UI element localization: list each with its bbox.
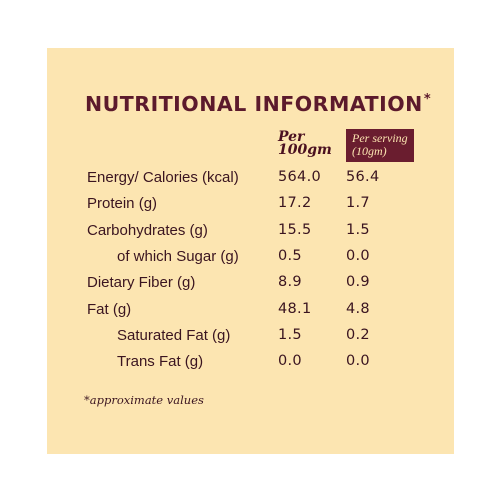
value-per-100gm: 15.5 — [278, 222, 312, 238]
value-per-100gm: 1.5 — [278, 327, 302, 343]
nutrient-label: Fat (g) — [87, 301, 132, 318]
value-per-100gm: 0.0 — [278, 353, 302, 369]
value-per-serving: 56.4 — [346, 169, 380, 185]
value-per-serving: 4.8 — [346, 301, 370, 317]
footnote: *approximate values — [84, 393, 204, 407]
value-per-100gm: 17.2 — [278, 195, 312, 211]
nutrient-label: Saturated Fat (g) — [117, 327, 231, 344]
value-per-100gm: 48.1 — [278, 301, 312, 317]
column-header-per-100gm: Per 100gm — [278, 129, 332, 158]
nutrient-label: Energy/ Calories (kcal) — [87, 169, 239, 186]
title-asterisk: * — [423, 92, 432, 107]
value-per-100gm: 0.5 — [278, 248, 302, 264]
column-header-per-serving: Per serving (10gm) — [346, 129, 414, 162]
nutrient-label: Protein (g) — [87, 195, 158, 212]
value-per-serving: 0.0 — [346, 248, 370, 264]
value-per-serving: 1.5 — [346, 222, 370, 238]
value-per-100gm: 564.0 — [278, 169, 322, 185]
nutrition-panel: NUTRITIONAL INFORMATION* Per 100gm Per s… — [47, 48, 454, 454]
value-per-serving: 0.9 — [346, 274, 370, 290]
value-per-serving: 1.7 — [346, 195, 370, 211]
panel-title: NUTRITIONAL INFORMATION* — [85, 92, 431, 116]
value-per-serving: 0.2 — [346, 327, 370, 343]
nutrient-label: Carbohydrates (g) — [87, 222, 208, 239]
nutrition-table: Energy/ Calories (kcal) 564.0 56.4 Prote… — [47, 48, 454, 454]
nutrient-label: Dietary Fiber (g) — [87, 274, 196, 291]
value-per-serving: 0.0 — [346, 353, 370, 369]
nutrient-label: of which Sugar (g) — [117, 248, 239, 265]
panel-title-text: NUTRITIONAL INFORMATION — [85, 92, 423, 116]
value-per-100gm: 8.9 — [278, 274, 302, 290]
nutrient-label: Trans Fat (g) — [117, 353, 204, 370]
